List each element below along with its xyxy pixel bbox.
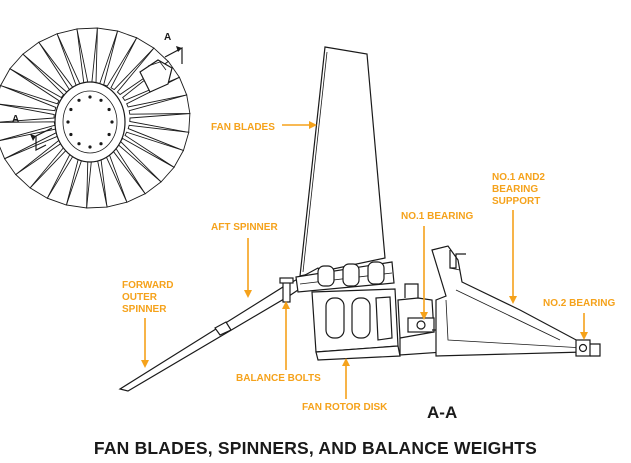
section-label: A-A	[427, 403, 457, 422]
hub-face	[54, 81, 126, 163]
forward-outer-spinner-label-line1: FORWARD	[122, 280, 173, 291]
hub-bolt	[110, 120, 114, 124]
fan-blades-label: FAN BLADES	[211, 122, 275, 133]
hub-bolt	[88, 95, 92, 99]
forward-outer-spinner-label-line2: OUTER	[122, 292, 158, 303]
section-marker-lower: A	[12, 114, 19, 125]
fan-rotor-isometric-drawing: A A	[0, 27, 191, 209]
balance-bolts-label: BALANCE BOLTS	[236, 373, 321, 384]
fan-blade	[0, 121, 56, 141]
section-cut-lower	[35, 127, 53, 151]
no1-bearing-label: NO.1 BEARING	[401, 211, 473, 222]
fan-blade	[0, 104, 55, 123]
hub-bolt	[69, 107, 73, 112]
hub-bolt	[107, 132, 111, 137]
hub-bolt	[66, 120, 70, 124]
fan-blade	[128, 94, 191, 115]
fan-rotor-disk-label: FAN ROTOR DISK	[302, 402, 388, 413]
hub-bolt	[99, 98, 103, 102]
forward-outer-spinner-label-line3: SPINNER	[122, 304, 167, 315]
bearing-support-label-line2: BEARING	[492, 184, 538, 195]
no2-bearing-shape	[575, 339, 591, 357]
hub-bolt	[77, 142, 81, 146]
hub-bolt	[77, 98, 81, 102]
bearing-support-label-line1: NO.1 AND2	[492, 172, 545, 183]
hub-inner-ring	[62, 90, 118, 154]
no1-bearing-shape	[407, 317, 435, 333]
diagram-caption: FAN BLADES, SPINNERS, AND BALANCE WEIGHT…	[94, 438, 537, 458]
hub-bolt	[107, 107, 111, 112]
fan-blade-fan	[0, 27, 191, 209]
cross-section-drawing	[118, 46, 601, 392]
fan-blade-section	[299, 46, 386, 277]
hub-bolt	[88, 145, 92, 149]
aft-spinner-label: AFT SPINNER	[211, 222, 278, 233]
section-marker-upper: A	[164, 32, 171, 43]
hub-bolt	[69, 132, 73, 137]
no2-bearing-label: NO.2 BEARING	[543, 298, 615, 309]
hub-bolt-circle	[66, 95, 114, 149]
hub-bolt	[99, 142, 103, 146]
bearing-support-label-line3: SUPPORT	[492, 196, 540, 207]
callouts: FAN BLADES AFT SPINNER FORWARD OUTER SPI…	[122, 121, 615, 413]
